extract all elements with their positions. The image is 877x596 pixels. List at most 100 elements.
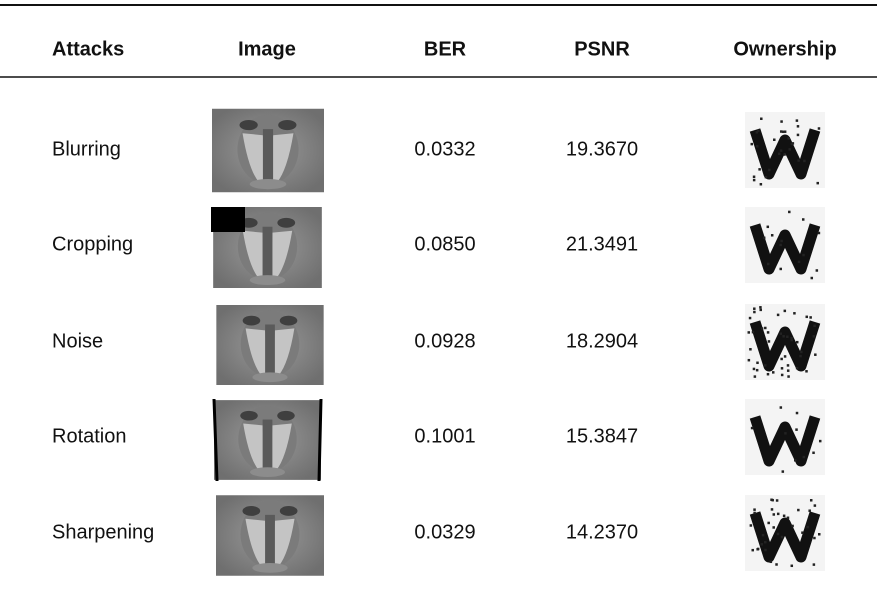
noise-dot	[801, 531, 804, 534]
noise-dot	[791, 525, 794, 528]
attacked-image	[214, 400, 321, 480]
noise-dot	[756, 369, 759, 372]
attacked-image	[216, 495, 324, 576]
noise-dot	[777, 533, 780, 536]
noise-dot	[767, 373, 770, 376]
table-row: Noise 0.0928 18.2904	[52, 304, 825, 385]
noise-dot	[753, 176, 756, 179]
noise-dot	[757, 130, 760, 133]
noise-dot	[790, 339, 793, 342]
noise-dot	[764, 364, 767, 367]
noise-dot	[803, 160, 806, 163]
noise-dot	[783, 515, 786, 518]
noise-dot	[764, 327, 767, 330]
extracted-watermark	[745, 112, 825, 188]
column-header: BER	[424, 38, 467, 60]
noise-dot	[756, 362, 759, 365]
noise-dot	[797, 134, 800, 137]
noise-dot	[796, 412, 799, 415]
noise-dot	[784, 310, 787, 313]
noise-dot	[760, 183, 763, 186]
noise-dot	[797, 125, 800, 128]
noise-dot	[813, 563, 816, 566]
noise-dot	[784, 432, 787, 435]
results-table: AttacksImageBERPSNROwnership Blurring0.0…	[0, 0, 877, 591]
noise-dot	[761, 543, 764, 546]
noise-dot	[810, 499, 813, 502]
noise-dot	[775, 563, 778, 566]
noise-dot	[753, 307, 756, 310]
psnr-value: 19.3670	[566, 138, 638, 160]
psnr-value: 18.2904	[566, 330, 638, 352]
noise-dot	[767, 522, 770, 525]
noise-dot	[791, 565, 794, 568]
noise-dot	[802, 218, 805, 221]
noise-dot	[818, 533, 821, 536]
ber-value: 0.0928	[414, 330, 475, 352]
noise-dot	[751, 143, 754, 146]
page: {"table": { "columns": ["Attacks", "Imag…	[0, 0, 877, 591]
noise-dot	[767, 226, 770, 229]
table-row: Cropping0.085021.3491	[52, 207, 825, 288]
noise-dot	[770, 561, 773, 564]
noise-dot	[786, 336, 789, 339]
noise-dot	[818, 127, 821, 130]
noise-dot	[776, 499, 779, 502]
noise-dot	[764, 541, 767, 544]
noise-dot	[780, 358, 783, 361]
noise-dot	[753, 368, 756, 371]
noise-dot	[806, 526, 809, 529]
noise-dot	[800, 351, 803, 354]
attack-name: Noise	[52, 330, 103, 352]
attack-name: Rotation	[52, 425, 127, 447]
noise-dot	[765, 176, 768, 179]
noise-dot	[771, 508, 774, 511]
noise-dot	[756, 145, 759, 148]
noise-dot	[761, 327, 764, 330]
column-header: Attacks	[52, 38, 124, 60]
noise-dot	[754, 375, 757, 378]
noise-dot	[777, 314, 780, 317]
noise-dot	[762, 534, 765, 537]
noise-dot	[813, 325, 816, 328]
noise-dot	[782, 470, 785, 473]
noise-dot	[760, 118, 763, 121]
noise-dot	[803, 456, 806, 459]
noise-dot	[781, 536, 784, 539]
ber-value: 0.1001	[414, 425, 475, 447]
ber-value: 0.0329	[414, 521, 475, 543]
noise-dot	[784, 355, 787, 358]
noise-dot	[799, 355, 802, 358]
noise-dot	[778, 153, 781, 156]
noise-dot	[806, 316, 809, 319]
noise-dot	[796, 119, 799, 122]
noise-dot	[819, 440, 822, 443]
noise-dot	[787, 364, 790, 367]
noise-dot	[780, 240, 783, 243]
noise-dot	[787, 517, 790, 520]
attack-name: Cropping	[52, 233, 133, 255]
psnr-value: 14.2370	[566, 521, 638, 543]
noise-dot	[814, 353, 817, 356]
noise-dot	[771, 234, 774, 237]
table-row: Rotation 0.1001 15.3847	[52, 399, 825, 481]
extracted-watermark	[745, 304, 825, 380]
noise-dot	[771, 499, 774, 502]
noise-dot	[757, 548, 760, 551]
noise-dot	[780, 120, 783, 123]
noise-dot	[793, 312, 796, 315]
noise-dot	[768, 169, 771, 172]
noise-dot	[748, 359, 751, 362]
extracted-watermark	[745, 399, 825, 475]
noise-dot	[753, 512, 756, 515]
noise-dot	[798, 261, 801, 264]
noise-dot	[814, 504, 817, 507]
noise-dot	[818, 232, 821, 235]
noise-dot	[751, 549, 754, 552]
noise-dot	[812, 452, 815, 455]
psnr-value: 15.3847	[566, 425, 638, 447]
noise-dot	[787, 137, 790, 140]
noise-dot	[752, 331, 755, 334]
noise-dot	[780, 332, 783, 335]
